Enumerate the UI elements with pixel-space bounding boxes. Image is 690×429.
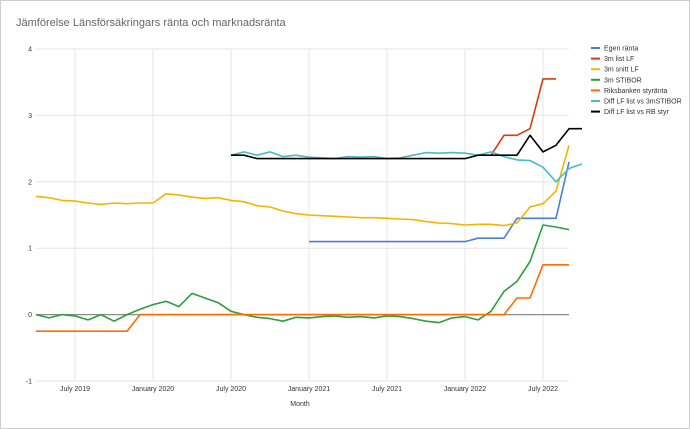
x-tick-label: January 2022	[444, 386, 487, 393]
series-line-3m-stibor	[35, 224, 570, 324]
legend-label: 3m STIBOR	[604, 77, 642, 84]
y-tick-label: 3	[28, 113, 32, 120]
y-tick-label: 4	[28, 47, 32, 54]
x-tick-label: January 2021	[288, 386, 331, 393]
series-line-3m-snitt-lf	[35, 145, 570, 227]
legend-label: Riksbanken styränta	[604, 88, 668, 95]
legend-label: Diff LF list vs 3mSTIBOR	[604, 99, 682, 106]
legend-label: 3m snitt LF	[604, 67, 639, 74]
y-tick-label: 0	[28, 312, 32, 319]
legend-label: Diff LF list vs RB styr	[604, 109, 669, 116]
x-tick-label: July 2021	[372, 386, 402, 393]
legend-label: 3m list LF	[604, 56, 634, 63]
series-line-3m-list-lf	[490, 78, 556, 156]
x-tick-label: July 2019	[60, 386, 90, 393]
axes: July 2019 January 2020 July 2020 January 20…	[26, 47, 558, 394]
legend-label: Egen ränta	[604, 46, 638, 53]
x-axis-title: Month	[290, 401, 310, 408]
chart-title: Jämförelse Länsförsäkringars ränta och m…	[16, 17, 287, 29]
series-line-egen-ranta	[309, 161, 570, 243]
series-line-diff-lf-list-vs-3mstibor	[230, 151, 583, 183]
y-tick-label: -1	[26, 379, 32, 386]
plot-area	[35, 78, 583, 333]
series-line-diff-lf-list-vs-rb-styr	[231, 127, 582, 160]
legend: Egen ränta 3m list LF 3m snitt LF 3m STIBOR…	[591, 46, 682, 116]
x-tick-label: January 2020	[132, 386, 175, 393]
y-tick-label: 1	[28, 246, 32, 253]
y-tick-label: 2	[28, 179, 32, 186]
x-tick-label: July 2020	[216, 386, 246, 393]
series-line-riksbanken-styranta	[36, 263, 569, 333]
x-tick-label: July 2022	[528, 386, 558, 393]
